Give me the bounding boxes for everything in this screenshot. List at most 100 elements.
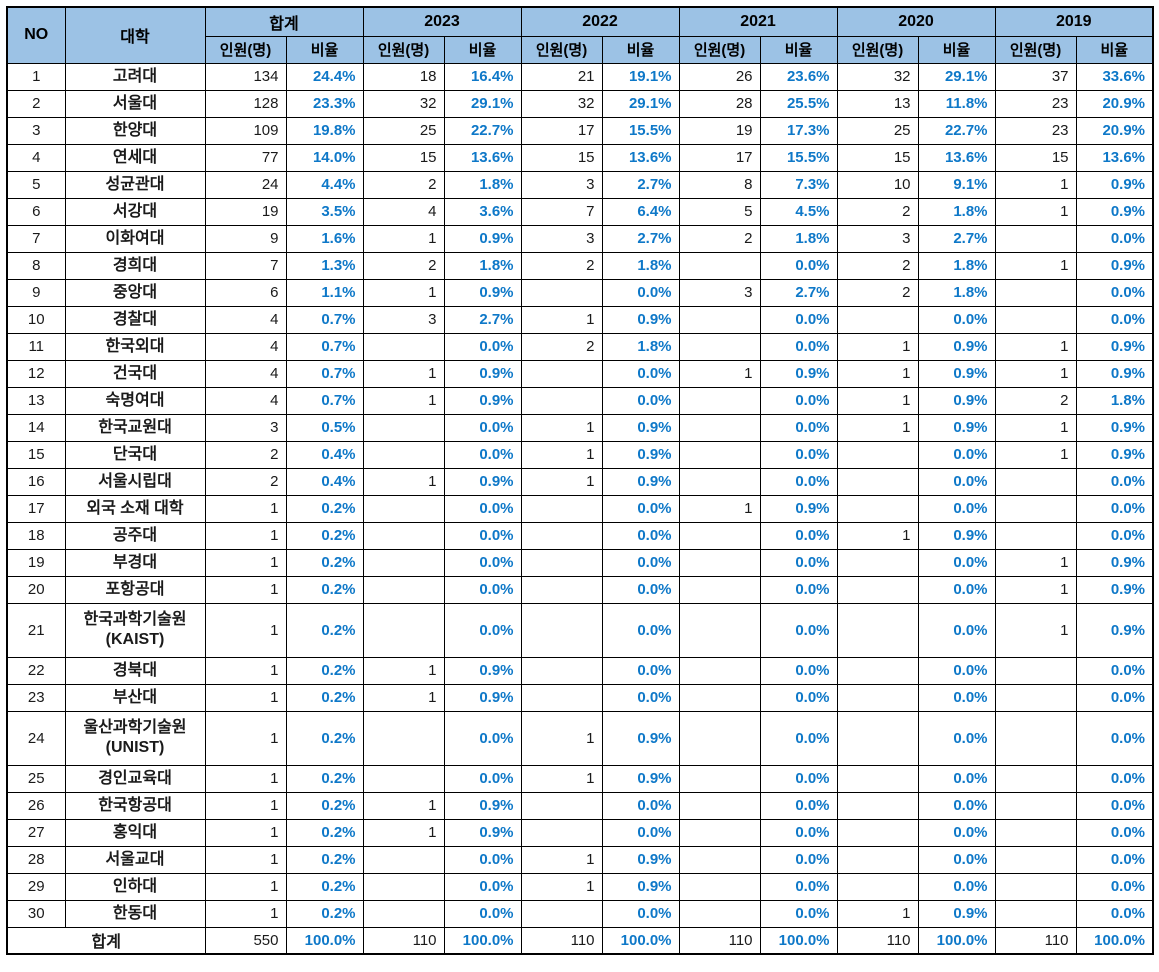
ratio-cell: 3.5% [285, 197, 364, 226]
count-cell [362, 494, 445, 523]
row-number: 24 [6, 710, 66, 766]
university-name-line: 한국교원대 [98, 418, 172, 436]
ratio-cell: 0.0% [1075, 683, 1154, 712]
count-cell: 10 [836, 170, 919, 199]
table-row: 24 울산과학기술원 (UNIST) 1 0.2% 0.0% 1 0.9% 0.0% 0.0% 0.… [6, 710, 1154, 766]
ratio-cell: 0.0% [917, 575, 996, 604]
table-row: 1 고려대 134 24.4% 18 16.4% 21 19.1% 26 23.6% 32 29.1%… [6, 62, 1154, 91]
count-cell: 3 [520, 170, 603, 199]
ratio-cell: 0.0% [917, 710, 996, 766]
row-number: 20 [6, 575, 66, 604]
count-cell: 1 [204, 872, 287, 901]
university-name-line: 경희대 [112, 256, 158, 274]
count-cell [836, 602, 919, 658]
header-group-2019: 2019 [994, 6, 1154, 37]
count-cell: 4 [204, 332, 287, 361]
ratio-cell: 0.9% [443, 386, 522, 415]
university-name-subline: (UNIST) [105, 739, 165, 756]
count-cell: 1 [204, 818, 287, 847]
count-cell [520, 656, 603, 685]
count-cell: 1 [994, 170, 1077, 199]
row-number: 6 [6, 197, 66, 226]
count-cell [520, 818, 603, 847]
count-cell [678, 845, 761, 874]
ratio-cell: 0.9% [1075, 197, 1154, 226]
count-cell: 1 [836, 899, 919, 928]
university-name: 성균관대 [64, 170, 206, 199]
ratio-cell: 15.5% [759, 143, 838, 172]
count-cell: 19 [204, 197, 287, 226]
ratio-cell: 0.0% [759, 548, 838, 577]
ratio-cell: 3.6% [443, 197, 522, 226]
ratio-cell: 1.8% [601, 251, 680, 280]
count-cell: 4 [204, 305, 287, 334]
ratio-cell: 0.9% [759, 359, 838, 388]
count-cell [836, 548, 919, 577]
ratio-cell: 0.2% [285, 521, 364, 550]
count-cell: 77 [204, 143, 287, 172]
count-cell [994, 656, 1077, 685]
university-name-line: 연세대 [112, 148, 158, 166]
row-number: 3 [6, 116, 66, 145]
ratio-cell: 9.1% [917, 170, 996, 199]
ratio-cell: 1.8% [443, 170, 522, 199]
university-name: 숙명여대 [64, 386, 206, 415]
count-cell [520, 575, 603, 604]
total-count-cell: 110 [994, 926, 1077, 955]
university-name: 중앙대 [64, 278, 206, 307]
table-row: 9 중앙대 6 1.1% 1 0.9% 0.0% 3 2.7% 2 1.8% 0.0% [6, 278, 1154, 307]
count-cell [836, 683, 919, 712]
count-cell: 1 [362, 656, 445, 685]
university-name: 부경대 [64, 548, 206, 577]
count-cell [362, 413, 445, 442]
ratio-cell: 0.0% [759, 467, 838, 496]
ratio-cell: 1.8% [917, 251, 996, 280]
university-name-line: 포항공대 [105, 580, 165, 598]
row-number: 8 [6, 251, 66, 280]
row-number: 9 [6, 278, 66, 307]
count-cell: 1 [362, 386, 445, 415]
count-cell: 1 [362, 278, 445, 307]
count-cell: 1 [204, 602, 287, 658]
ratio-cell: 0.4% [285, 440, 364, 469]
count-cell [836, 872, 919, 901]
count-cell: 1 [362, 467, 445, 496]
subheader-ratio: 비율 [1075, 35, 1154, 64]
total-count-cell: 110 [520, 926, 603, 955]
ratio-cell: 0.9% [1075, 548, 1154, 577]
count-cell [678, 683, 761, 712]
count-cell [520, 521, 603, 550]
count-cell: 1 [204, 548, 287, 577]
count-cell: 2 [204, 440, 287, 469]
university-name-line: 서울시립대 [98, 472, 172, 490]
ratio-cell: 0.9% [443, 224, 522, 253]
count-cell: 1 [520, 305, 603, 334]
ratio-cell: 22.7% [917, 116, 996, 145]
count-cell [994, 224, 1077, 253]
university-name-line: 한동대 [112, 904, 158, 922]
header-group-2021: 2021 [678, 6, 838, 37]
ratio-cell: 7.3% [759, 170, 838, 199]
count-cell [520, 278, 603, 307]
university-name: 한국과학기술원 (KAIST) [64, 602, 206, 658]
row-number: 18 [6, 521, 66, 550]
count-cell: 1 [362, 359, 445, 388]
university-name: 서강대 [64, 197, 206, 226]
ratio-cell: 0.7% [285, 359, 364, 388]
count-cell: 1 [520, 872, 603, 901]
count-cell: 26 [678, 62, 761, 91]
count-cell [836, 305, 919, 334]
table-row: 16 서울시립대 2 0.4% 1 0.9% 1 0.9% 0.0% 0.0% 0.0% [6, 467, 1154, 496]
count-cell [362, 872, 445, 901]
ratio-cell: 0.0% [917, 845, 996, 874]
ratio-cell: 15.5% [601, 116, 680, 145]
count-cell [520, 791, 603, 820]
count-cell [836, 440, 919, 469]
count-cell [678, 818, 761, 847]
ratio-cell: 0.9% [1075, 440, 1154, 469]
count-cell [836, 710, 919, 766]
total-count-cell: 110 [836, 926, 919, 955]
university-name: 경북대 [64, 656, 206, 685]
ratio-cell: 0.2% [285, 602, 364, 658]
total-ratio-cell: 100.0% [1075, 926, 1154, 955]
